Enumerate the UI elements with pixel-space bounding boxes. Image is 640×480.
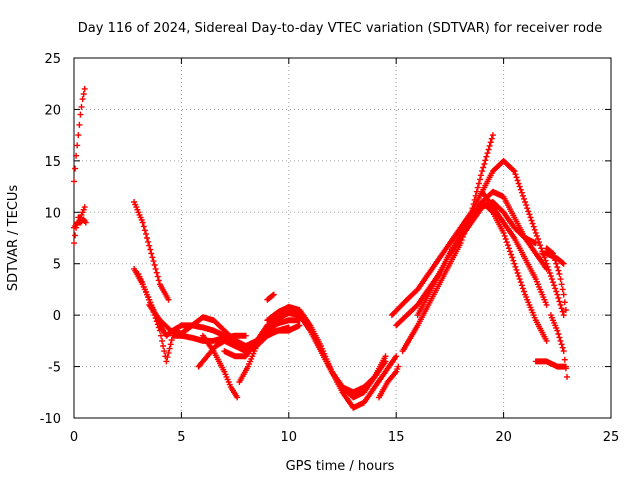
data-point-markers	[479, 188, 550, 308]
y-tick-label: 25	[44, 52, 61, 67]
data-point-markers	[71, 85, 88, 185]
series-arc-9	[199, 332, 241, 401]
series-arc-11	[236, 317, 303, 385]
x-tick-label: 10	[281, 430, 298, 445]
series-arc-20	[479, 188, 550, 308]
y-axis-label: SDTVAR / TECUs	[6, 185, 21, 292]
data-marks	[71, 85, 570, 411]
data-point-markers	[414, 188, 550, 319]
x-tick-label: 0	[70, 430, 78, 445]
grid-lines	[74, 58, 611, 418]
series-arc-4	[131, 199, 172, 303]
series-arc-25	[547, 312, 570, 380]
y-tick-label: -10	[40, 412, 61, 427]
data-point-markers	[264, 291, 277, 303]
series-arc-14	[264, 291, 277, 303]
data-point-markers	[71, 216, 89, 231]
y-tick-label: 20	[44, 103, 61, 118]
data-point-markers	[388, 157, 518, 319]
series-arc-21	[479, 199, 550, 344]
series-arc-19	[414, 188, 550, 319]
data-point-markers	[199, 332, 241, 401]
series-arc-1	[71, 85, 88, 185]
series-arc-13	[264, 310, 389, 396]
data-point-markers	[135, 271, 249, 365]
data-point-markers	[479, 199, 550, 344]
y-tick-label: 5	[53, 258, 61, 273]
x-tick-label: 5	[177, 430, 185, 445]
y-tick-label: 15	[44, 155, 61, 170]
y-tick-label: -5	[48, 361, 61, 376]
data-point-markers	[264, 310, 389, 396]
series-arc-6	[135, 271, 249, 365]
plot-frame	[73, 57, 612, 419]
axis-ticks: 0 5 10 15 20 25 -10 -5 0 5 10 15 20 25	[40, 52, 620, 445]
x-axis-label: GPS time / hours	[286, 459, 395, 474]
series-arc-24	[543, 245, 569, 313]
series-arc-26	[532, 358, 569, 370]
data-point-markers	[532, 358, 569, 370]
data-point-markers	[131, 199, 172, 303]
series-arc-15	[376, 363, 402, 401]
y-tick-label: 10	[44, 206, 61, 221]
data-point-markers	[236, 317, 303, 385]
y-tick-label: 0	[53, 309, 61, 324]
data-point-markers	[543, 245, 569, 313]
x-tick-label: 15	[388, 430, 405, 445]
series-arc-3	[71, 216, 89, 231]
series-arc-16	[388, 157, 518, 319]
chart-title: Day 116 of 2024, Sidereal Day-to-day VTE…	[78, 21, 602, 36]
data-point-markers	[376, 363, 402, 401]
data-point-markers	[511, 168, 567, 319]
x-tick-label: 20	[495, 430, 512, 445]
x-tick-label: 25	[603, 430, 620, 445]
data-point-markers	[547, 312, 570, 380]
series-arc-22	[511, 168, 567, 319]
